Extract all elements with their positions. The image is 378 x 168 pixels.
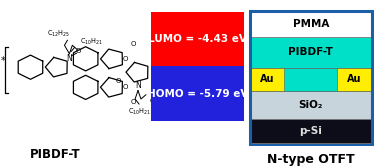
Bar	[151, 66, 244, 121]
Text: *: *	[1, 56, 5, 66]
Text: $\mathregular{C_{10}H_{21}}$: $\mathregular{C_{10}H_{21}}$	[80, 37, 104, 47]
Bar	[250, 91, 372, 119]
Text: O: O	[131, 99, 136, 105]
Text: O: O	[122, 56, 128, 62]
Text: O: O	[122, 84, 128, 90]
Text: LUMO = -4.43 eV: LUMO = -4.43 eV	[148, 34, 247, 44]
Text: PIBDF-T: PIBDF-T	[288, 48, 333, 57]
Text: $\mathregular{C_{10}H_{21}}$: $\mathregular{C_{10}H_{21}}$	[128, 107, 152, 117]
Text: PMMA: PMMA	[293, 18, 329, 29]
Bar	[250, 37, 372, 68]
Text: PIBDF-T: PIBDF-T	[30, 148, 81, 161]
Text: HOMO = -5.79 eV: HOMO = -5.79 eV	[147, 89, 248, 99]
Text: O: O	[116, 78, 121, 84]
Text: S: S	[189, 79, 194, 88]
Bar	[250, 119, 372, 143]
Text: Au: Au	[347, 74, 362, 84]
Text: SiO₂: SiO₂	[299, 100, 323, 110]
Text: Au: Au	[260, 74, 274, 84]
Text: N: N	[67, 54, 72, 63]
Bar	[250, 10, 372, 37]
Text: O: O	[76, 49, 81, 54]
Bar	[338, 68, 372, 91]
Text: N-type OTFT: N-type OTFT	[267, 153, 355, 166]
Bar	[151, 12, 244, 66]
Bar	[250, 68, 372, 91]
Text: O: O	[131, 41, 136, 47]
Text: N: N	[135, 81, 141, 90]
Text: *: *	[216, 70, 220, 80]
Text: $\mathregular{C_{12}H_{25}}$: $\mathregular{C_{12}H_{25}}$	[149, 97, 172, 108]
Text: $\mathregular{C_{12}H_{25}}$: $\mathregular{C_{12}H_{25}}$	[47, 28, 70, 39]
Bar	[250, 68, 284, 91]
Text: p-Si: p-Si	[299, 126, 322, 136]
Text: n: n	[212, 92, 218, 101]
